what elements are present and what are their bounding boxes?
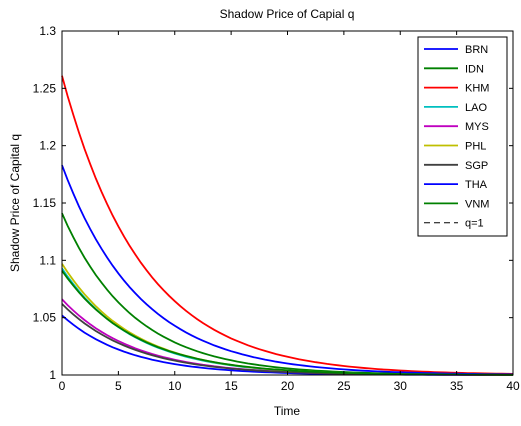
x-axis: 0 5 10 15 20 25 30 35 40 xyxy=(59,31,520,393)
y-tick-label: 1 xyxy=(49,368,56,382)
series-line-tha xyxy=(61,164,514,376)
x-tick-label: 5 xyxy=(115,379,122,393)
x-axis-label: Time xyxy=(274,404,301,418)
legend-label: THA xyxy=(465,179,488,191)
legend-label: VNM xyxy=(465,198,489,210)
legend-label: IDN xyxy=(465,63,484,75)
x-tick-label: 25 xyxy=(337,379,351,393)
y-tick-label: 1.25 xyxy=(33,81,57,95)
y-tick-label: 1.05 xyxy=(33,311,57,325)
series-line-khm xyxy=(61,75,514,375)
x-tick-label: 35 xyxy=(450,379,464,393)
y-axis: 1 1.05 1.1 1.15 1.2 1.25 1.3 xyxy=(33,24,513,382)
x-tick-label: 0 xyxy=(59,379,66,393)
legend-label: q=1 xyxy=(465,218,484,230)
legend-box xyxy=(417,36,508,237)
y-tick-label: 1.1 xyxy=(39,253,56,267)
x-tick-label: 30 xyxy=(394,379,408,393)
legend-label: KHM xyxy=(465,83,489,95)
y-tick-label: 1.2 xyxy=(39,139,56,153)
series-line-vnm xyxy=(61,270,513,376)
legend-label: LAO xyxy=(465,102,487,114)
x-tick-label: 10 xyxy=(168,379,182,393)
legend-label: BRN xyxy=(465,44,488,56)
chart-title: Shadow Price of Capial q xyxy=(220,7,355,21)
x-tick-label: 20 xyxy=(281,379,295,393)
legend-label: SGP xyxy=(465,160,488,172)
y-tick-label: 1.15 xyxy=(33,196,57,210)
y-tick-label: 1.3 xyxy=(39,24,56,38)
x-tick-label: 40 xyxy=(506,379,520,393)
y-axis-label: Shadow Price of Capital q xyxy=(8,134,22,272)
legend: BRN IDN KHM LAO MYS PHL SGP THA VNM q=1 xyxy=(417,36,508,237)
legend-label: MYS xyxy=(465,121,489,133)
legend-label: PHL xyxy=(465,141,486,153)
x-tick-label: 15 xyxy=(224,379,238,393)
